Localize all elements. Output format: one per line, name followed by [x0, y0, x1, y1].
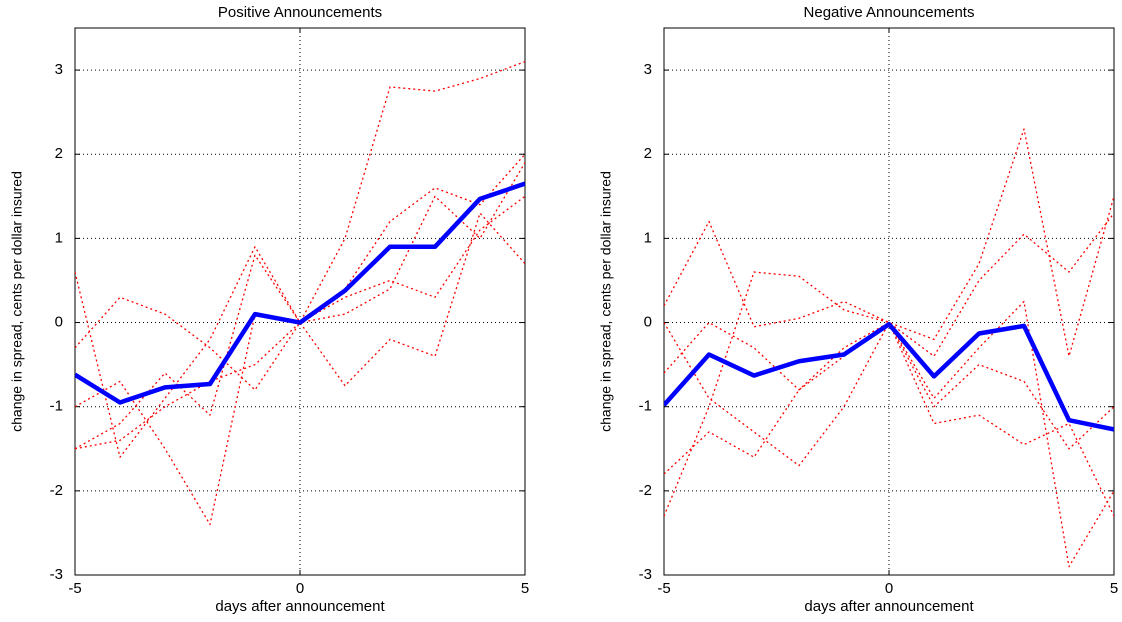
y-tick-label: -1: [639, 398, 652, 415]
y-tick-label: 3: [55, 61, 63, 78]
series-line: [664, 321, 1114, 432]
plot-frame: [74, 27, 526, 576]
x-axis-label: days after announcement: [215, 598, 385, 615]
y-axis-label: change in spread, cents per dollar insur…: [598, 171, 614, 432]
chart-title: Positive Announcements: [218, 4, 382, 21]
y-tick-label: -3: [50, 566, 63, 583]
x-tick-label: 5: [1110, 580, 1118, 597]
series-line: [75, 61, 525, 450]
y-tick-label: -3: [639, 566, 652, 583]
x-axis-label: days after announcement: [804, 598, 974, 615]
x-tick-label: -5: [657, 580, 670, 597]
y-axis-label: change in spread, cents per dollar insur…: [9, 171, 25, 432]
y-tick-label: 1: [55, 229, 63, 246]
y-tick-label: 2: [644, 145, 652, 162]
series-line: [75, 212, 525, 391]
plot-frame: [663, 27, 1115, 576]
series-line: [664, 128, 1114, 357]
series-line: [664, 212, 1114, 517]
y-tick-label: 3: [644, 61, 652, 78]
x-tick-label: -5: [68, 580, 81, 597]
y-tick-label: 2: [55, 145, 63, 162]
y-tick-label: 1: [644, 229, 652, 246]
series-line: [664, 300, 1114, 568]
y-tick-label: -2: [50, 482, 63, 499]
series-line: [664, 321, 1114, 517]
x-tick-label: 0: [885, 580, 893, 597]
chart-title: Negative Announcements: [804, 4, 975, 21]
y-tick-label: 0: [55, 314, 63, 331]
series-line: [75, 181, 525, 405]
y-tick-label: 0: [644, 314, 652, 331]
x-tick-label: 5: [521, 580, 529, 597]
series-line: [75, 195, 525, 450]
y-tick-label: -1: [50, 398, 63, 415]
x-tick-label: 0: [296, 580, 304, 597]
y-tick-label: -2: [639, 482, 652, 499]
